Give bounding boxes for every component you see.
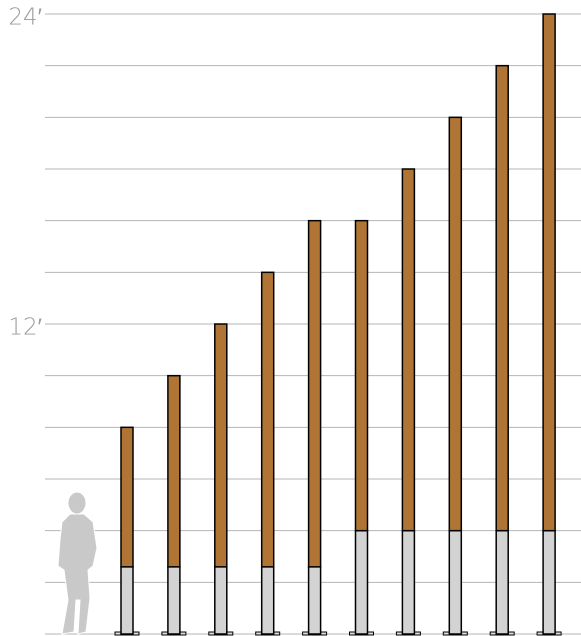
pole-wood [260, 271, 275, 568]
pole-base [120, 566, 134, 635]
pole-wood [448, 116, 463, 532]
pole-wood [354, 219, 369, 532]
pole-base [495, 529, 509, 635]
pole-wood [167, 374, 181, 568]
pole-base [542, 529, 556, 635]
pole-base [354, 529, 369, 635]
pole-wood [120, 426, 134, 568]
pole-base [307, 566, 322, 635]
pole-wood [542, 13, 556, 532]
pole-base [167, 566, 181, 635]
pole-base [260, 566, 275, 635]
pole-wood [214, 323, 228, 568]
pole-wood [307, 219, 322, 568]
pole-base [401, 529, 416, 635]
pole-base [448, 529, 463, 635]
person-silhouette [57, 491, 98, 635]
pole-wood [495, 64, 509, 532]
y-tick-label: 24′ [8, 5, 42, 31]
y-tick-label: 12′ [8, 315, 42, 341]
pole-base [214, 566, 228, 635]
pole-wood [401, 168, 416, 532]
